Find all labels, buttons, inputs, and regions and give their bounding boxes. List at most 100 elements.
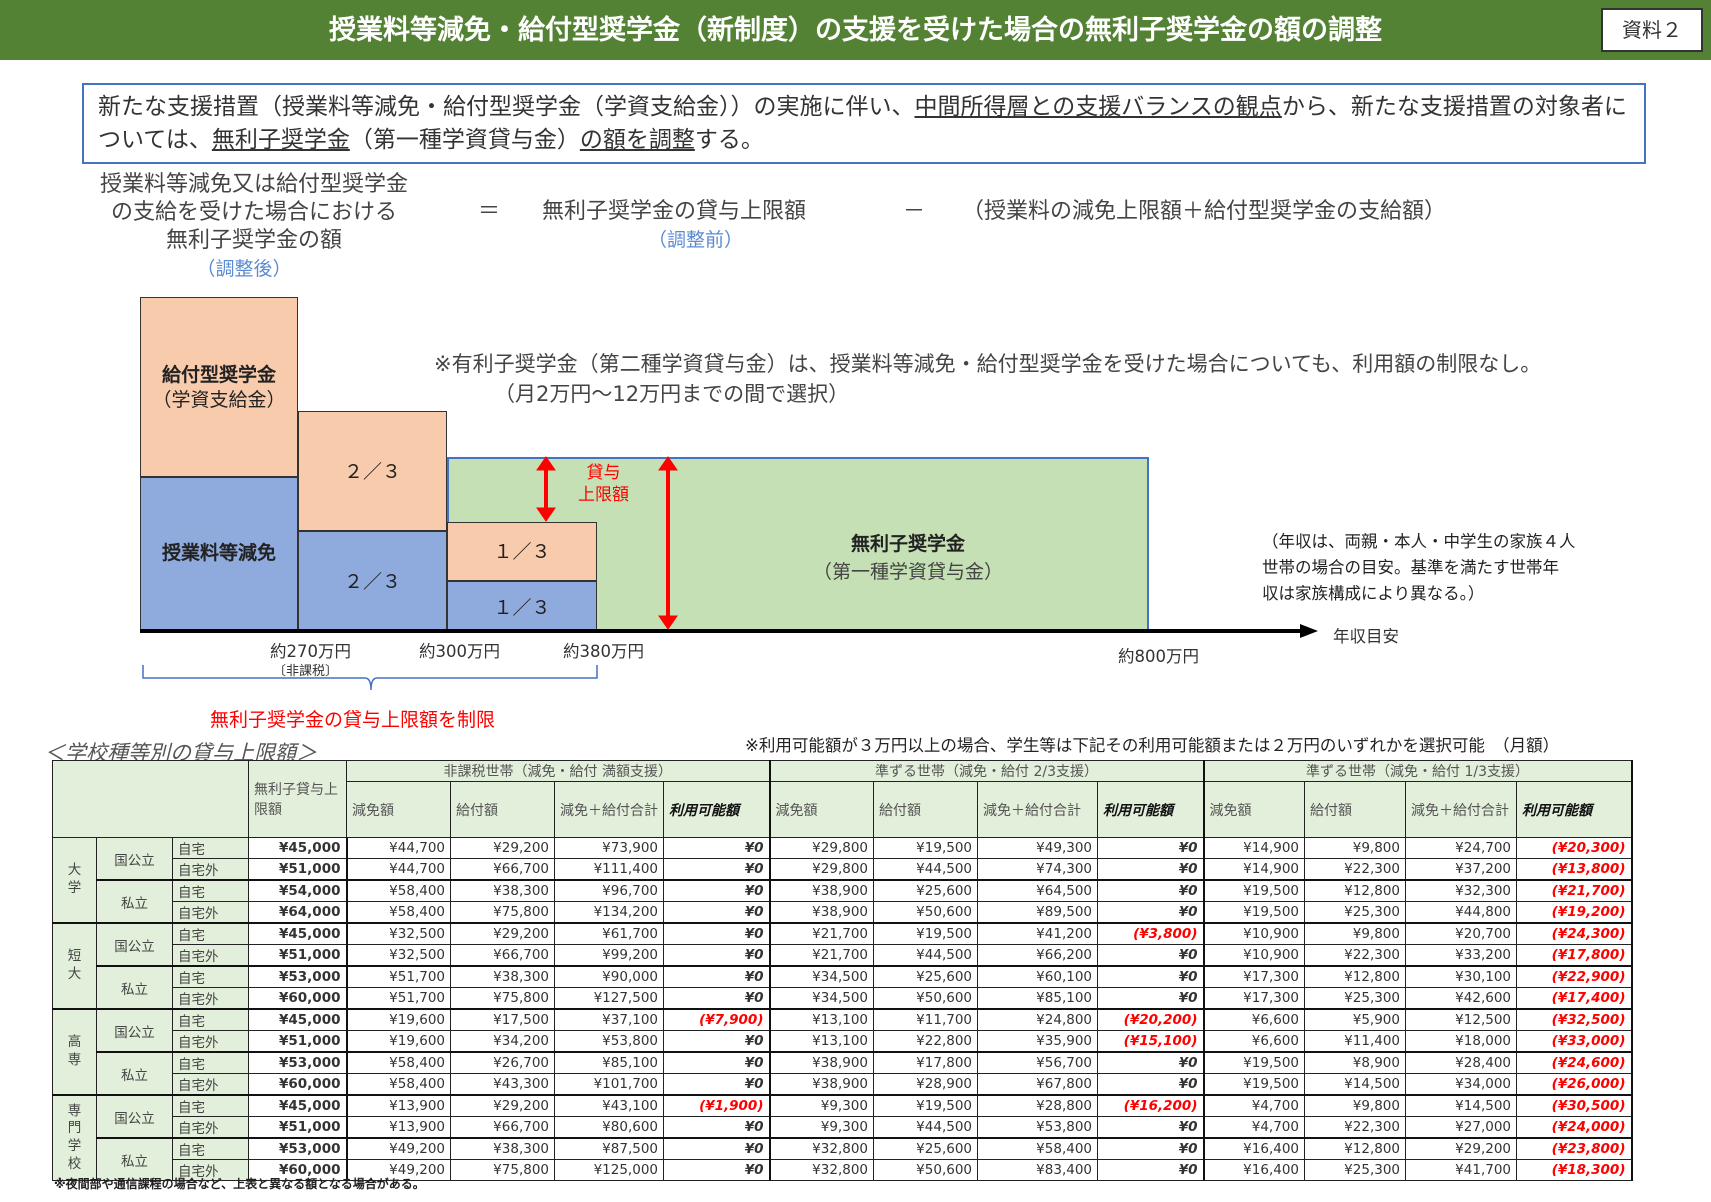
intro-text: （第一種学資貸与金） [349, 127, 580, 153]
available-amount-cell: ¥0 [1097, 1073, 1205, 1096]
amount-cell: ¥22,800 [873, 1030, 978, 1053]
column-header: 減免額 [346, 781, 451, 838]
column-header: 減免額 [769, 781, 874, 838]
column-header: 給付額 [450, 781, 555, 838]
amount-cell: ¥14,900 [1203, 858, 1305, 881]
amount-cell: ¥25,600 [873, 965, 978, 988]
table-row: 自宅外 ¥60,000 ¥58,400 ¥43,300 ¥101,700 ¥0 ¥38,90… [53, 1073, 1633, 1096]
amount-cell: ¥19,500 [1203, 1073, 1305, 1096]
amount-cell: ¥13,900 [346, 1094, 451, 1117]
loan-limit-cell: ¥45,000 [248, 837, 348, 859]
available-amount-cell: (¥17,400) [1516, 987, 1633, 1010]
amount-cell: ¥34,500 [769, 987, 874, 1010]
table-row: 高専 国公立 自宅 ¥45,000 ¥19,600 ¥17,500 ¥37,100 (¥7,9… [52, 1008, 1633, 1096]
tuition-full-box: 授業料等減免 [140, 477, 298, 631]
loan-limit-cell: ¥45,000 [248, 1094, 348, 1117]
amount-cell: ¥51,700 [346, 965, 451, 988]
amount-cell: ¥85,100 [554, 1051, 664, 1074]
column-header: 減免＋給付合計 [977, 781, 1098, 838]
amount-cell: ¥50,600 [873, 901, 978, 924]
intro-underline: 無利子奨学金 [211, 127, 350, 153]
axis-label: 年収目安 [1333, 627, 1399, 646]
loan-limit-table: 無利子貸与上限額 非課税世帯（減免・給付 満額支援） 準ずる世帯（減免・給付 2/3… [52, 760, 1633, 1181]
available-amount-cell: ¥0 [1097, 1116, 1205, 1139]
available-amount-cell: ¥0 [663, 965, 771, 988]
available-amount-cell: ¥0 [663, 1030, 771, 1053]
living-label: 自宅 [172, 837, 249, 859]
amount-cell: ¥25,300 [1304, 987, 1406, 1010]
amount-cell: ¥44,700 [346, 837, 451, 859]
amount-cell: ¥34,000 [1405, 1073, 1517, 1096]
fraction-label: １／３ [493, 541, 551, 563]
amount-cell: ¥67,800 [977, 1073, 1098, 1096]
loan-limit-cell: ¥51,000 [248, 858, 348, 881]
available-amount-cell: ¥0 [1097, 837, 1205, 859]
available-amount-cell: (¥7,900) [663, 1008, 771, 1031]
amount-cell: ¥25,300 [1304, 1159, 1406, 1181]
amount-cell: ¥64,500 [977, 879, 1098, 902]
tuition-two-thirds-box: ２／３ [298, 531, 447, 631]
amount-cell: ¥34,200 [450, 1030, 555, 1053]
institution-type-label: 私立 [96, 965, 173, 1010]
amount-cell: ¥44,500 [873, 858, 978, 881]
intro-underline: の額を調整 [579, 127, 695, 153]
amount-cell: ¥49,200 [346, 1159, 451, 1181]
amount-cell: ¥44,500 [873, 944, 978, 967]
amount-cell: ¥33,200 [1405, 944, 1517, 967]
amount-cell: ¥74,300 [977, 858, 1098, 881]
amount-cell: ¥99,200 [554, 944, 664, 967]
amount-cell: ¥127,500 [554, 987, 664, 1010]
amount-cell: ¥9,800 [1304, 837, 1406, 859]
available-amount-cell: ¥0 [663, 1051, 771, 1074]
amount-cell: ¥32,500 [346, 922, 451, 945]
amount-cell: ¥17,300 [1203, 965, 1305, 988]
amount-cell: ¥37,100 [554, 1008, 664, 1031]
amount-cell: ¥75,800 [450, 901, 555, 924]
table-row: 自宅外 ¥60,000 ¥49,200 ¥75,800 ¥125,000 ¥0 ¥32,80… [53, 1159, 1633, 1181]
available-amount-cell: ¥0 [663, 879, 771, 902]
income-note-line: （年収は、両親・本人・中学生の家族４人 [1262, 532, 1576, 551]
amount-cell: ¥38,300 [450, 1137, 555, 1160]
column-header: 利用可能額 [1097, 781, 1205, 838]
amount-cell: ¥22,300 [1304, 944, 1406, 967]
amount-cell: ¥51,700 [346, 987, 451, 1010]
amount-cell: ¥21,700 [769, 922, 874, 945]
available-amount-cell: ¥0 [663, 858, 771, 881]
amount-cell: ¥14,500 [1405, 1094, 1517, 1117]
amount-cell: ¥38,300 [450, 965, 555, 988]
amount-cell: ¥73,900 [554, 837, 664, 859]
amount-cell: ¥11,400 [1304, 1030, 1406, 1053]
table-row: 私立 自宅 ¥53,000 ¥51,700 ¥38,300 ¥90,000 ¥0 ¥34,50… [53, 965, 1633, 1010]
amount-cell: ¥58,400 [346, 1051, 451, 1074]
amount-cell: ¥29,800 [769, 837, 874, 859]
living-label: 自宅 [172, 1137, 249, 1160]
amount-cell: ¥96,700 [554, 879, 664, 902]
amount-cell: ¥19,600 [346, 1008, 451, 1031]
amount-cell: ¥24,700 [1405, 837, 1517, 859]
amount-cell: ¥19,600 [346, 1030, 451, 1053]
loan-limit-cell: ¥53,000 [248, 1137, 348, 1160]
amount-cell: ¥28,400 [1405, 1051, 1517, 1074]
amount-cell: ¥134,200 [554, 901, 664, 924]
intro-box: 新たな支援措置（授業料等減免・給付型奨学金（学資支給金））の実施に伴い、中間所得… [82, 83, 1646, 164]
formula-middle: 無利子奨学金の貸与上限額 [542, 199, 807, 224]
amount-cell: ¥12,800 [1304, 879, 1406, 902]
fraction-label: ２／３ [343, 461, 401, 483]
amount-cell: ¥4,700 [1203, 1116, 1305, 1139]
amount-cell: ¥9,800 [1304, 922, 1406, 945]
amount-cell: ¥10,900 [1203, 944, 1305, 967]
fraction-label: １／３ [493, 597, 551, 619]
living-label: 自宅外 [172, 944, 249, 967]
amount-cell: ¥75,800 [450, 1159, 555, 1181]
amount-cell: ¥13,100 [769, 1030, 874, 1053]
institution-type-label: 国公立 [96, 837, 173, 881]
table-row: 私立 自宅 ¥53,000 ¥58,400 ¥26,700 ¥85,100 ¥0 ¥38,90… [53, 1051, 1633, 1096]
school-type-label: 専門学校 [52, 1094, 97, 1181]
amount-cell: ¥44,500 [873, 1116, 978, 1139]
available-amount-cell: (¥16,200) [1097, 1094, 1205, 1117]
amount-cell: ¥49,300 [977, 837, 1098, 859]
amount-cell: ¥9,300 [769, 1116, 874, 1139]
table-row: 短大 国公立 自宅 ¥45,000 ¥32,500 ¥29,200 ¥61,700 ¥0 ¥21… [52, 922, 1633, 1010]
living-label: 自宅外 [172, 1030, 249, 1053]
available-amount-cell: (¥20,200) [1097, 1008, 1205, 1031]
